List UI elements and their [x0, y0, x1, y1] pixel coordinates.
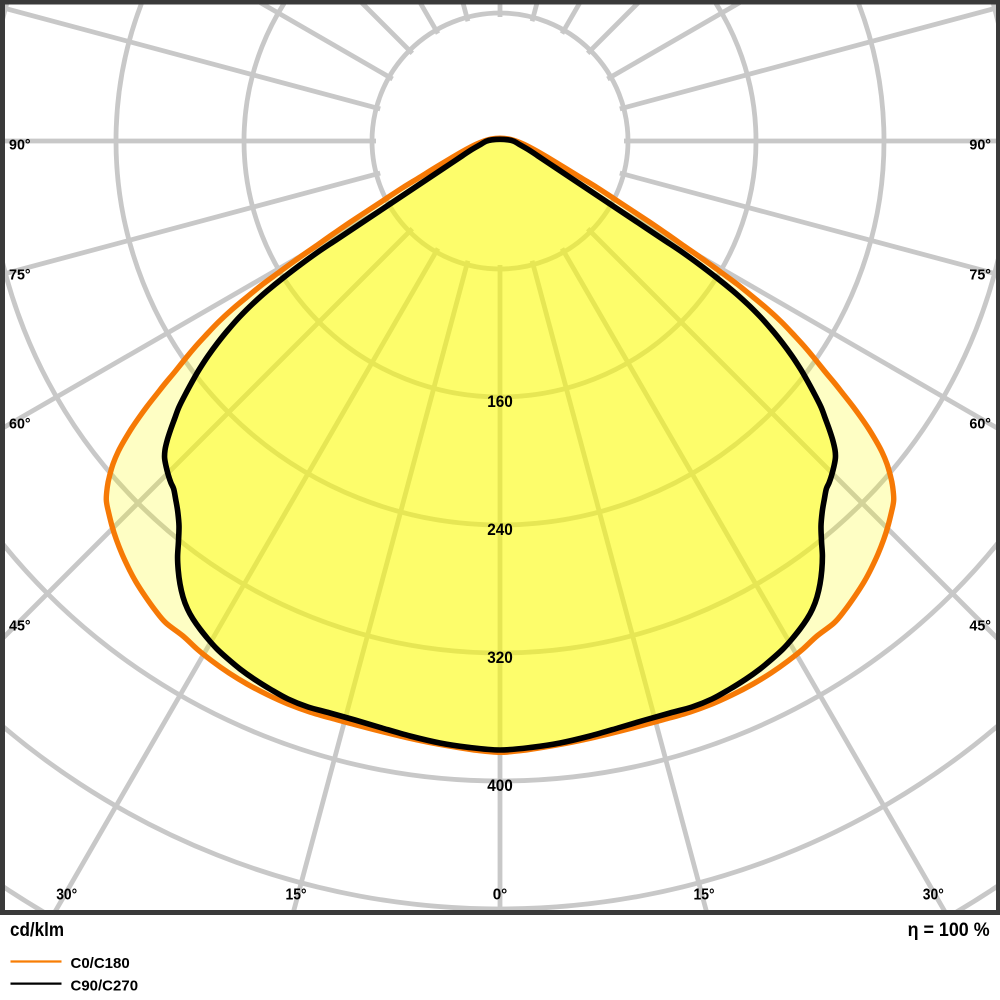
svg-text:320: 320 [487, 648, 513, 667]
svg-text:30°: 30° [923, 887, 944, 904]
svg-text:90°: 90° [9, 137, 31, 154]
svg-text:160: 160 [487, 392, 513, 411]
svg-text:30°: 30° [56, 887, 77, 904]
svg-text:240: 240 [487, 520, 513, 539]
svg-text:15°: 15° [694, 887, 715, 904]
svg-text:C0/C180: C0/C180 [71, 955, 130, 972]
svg-text:45°: 45° [969, 618, 991, 635]
svg-text:C90/C270: C90/C270 [71, 978, 139, 995]
svg-text:0°: 0° [493, 887, 508, 904]
svg-text:75°: 75° [969, 267, 991, 284]
svg-text:60°: 60° [9, 416, 31, 433]
svg-text:45°: 45° [9, 618, 31, 635]
svg-text:400: 400 [487, 776, 513, 795]
svg-text:cd/klm: cd/klm [10, 920, 64, 941]
svg-text:η = 100 %: η = 100 % [908, 920, 990, 941]
svg-text:90°: 90° [969, 137, 991, 154]
svg-text:60°: 60° [969, 416, 991, 433]
svg-text:15°: 15° [286, 887, 307, 904]
svg-text:75°: 75° [9, 267, 31, 284]
